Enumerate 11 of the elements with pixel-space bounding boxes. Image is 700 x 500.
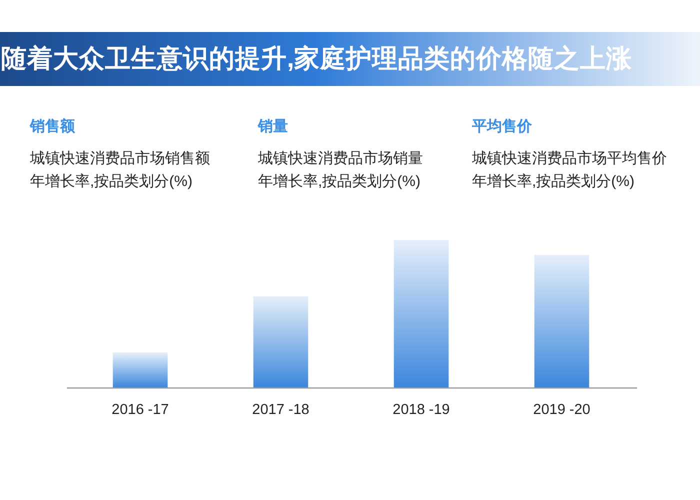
text: 销售额 bbox=[30, 117, 76, 137]
text: 城镇快速消费品市场销量年增长率,按品类划分(%) bbox=[258, 148, 424, 192]
x-tick-label: 2019 -20 bbox=[533, 402, 590, 418]
text: 城镇快速消费品市场平均售价年增长率,按品类划分(%) bbox=[472, 148, 668, 192]
text: 随着大众卫生意识的提升,家庭护理品类的价格随之上涨 bbox=[1, 44, 634, 73]
text: 销量 bbox=[258, 117, 289, 137]
text: 平均售价 bbox=[472, 117, 533, 137]
x-tick-label: 2018 -19 bbox=[392, 402, 450, 418]
text: 城镇快速消费品市场销售额年增长率,按品类划分(%) bbox=[30, 148, 211, 192]
x-tick-label: 2017 -18 bbox=[252, 402, 310, 418]
x-tick-label: 2016 -17 bbox=[112, 402, 169, 418]
